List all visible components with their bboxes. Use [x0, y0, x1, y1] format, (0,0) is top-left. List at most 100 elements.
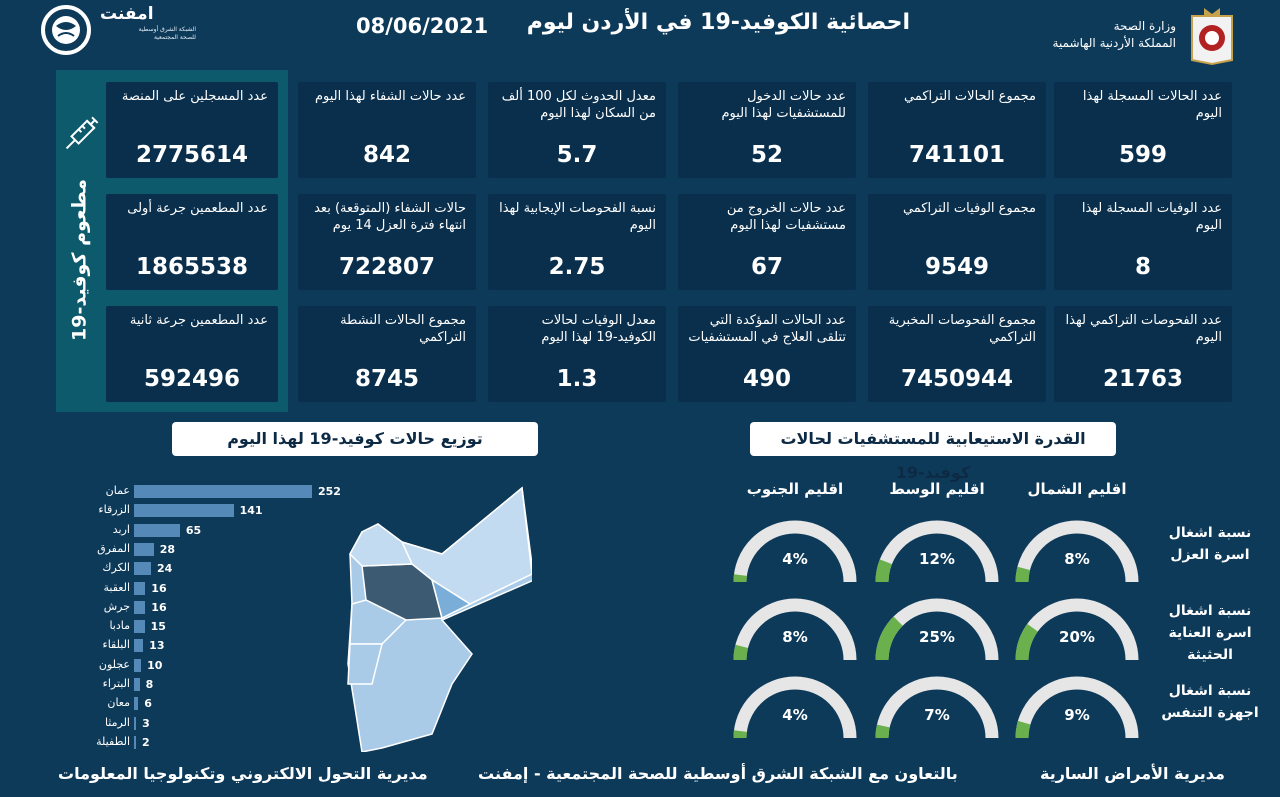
distribution-heading: توزيع حالات كوفيد-19 لهذا اليوم	[172, 422, 538, 456]
bar	[134, 523, 180, 537]
bar-value: 2	[142, 735, 150, 749]
bar	[134, 716, 137, 730]
stat-card-incidence-rate: معدل الحدوث لكل 100 ألف من السكان لهذا ا…	[488, 82, 666, 178]
svg-text:مطعوم كوفيد-19: مطعوم كوفيد-19	[69, 179, 91, 341]
bar	[134, 639, 144, 653]
gauge-value: 8%	[782, 628, 808, 646]
gauge-value: 4%	[782, 706, 808, 724]
bar-label: الرمثا	[104, 715, 130, 729]
page-title: احصائية الكوفيد-19 في الأردن ليوم	[526, 10, 910, 35]
gauge-value: 12%	[919, 550, 955, 568]
row-label-isolation-beds: نسبة اشغال اسرة العزل	[1168, 525, 1252, 563]
row-label-icu-beds: نسبة اشغال اسرة العناية الحثيثة	[1168, 603, 1252, 663]
logo-name: امفنت	[100, 4, 154, 24]
stat-card-hospital-admissions: عدد حالات الدخول للمستشفيات لهذا اليوم 52	[678, 82, 856, 178]
bar-label: البتراء	[102, 677, 130, 690]
bar	[134, 542, 154, 556]
capacity-heading: القدرة الاستيعابية للمستشفيات لحالات كوف…	[750, 422, 1116, 482]
emphnet-logo-icon	[40, 4, 92, 56]
bar-value: 28	[159, 542, 176, 556]
bar-value: 141	[239, 504, 263, 518]
stat-card-daily-tests: عدد الفحوصات التراكمي لهذا اليوم 21763	[1054, 306, 1232, 402]
bar-value: 3	[142, 716, 150, 730]
stat-card-active-cases: مجموع الحالات النشطة التراكمي 8745	[298, 306, 476, 402]
stat-card-positivity-rate: نسبة الفحوصات الإيجابية لهذا اليوم 2.75	[488, 194, 666, 290]
gauge	[872, 676, 1002, 752]
ministry-name: وزارة الصحة المملكة الأردنية الهاشمية	[1052, 19, 1176, 50]
vaccine-card-first-dose: عدد المطعمين جرعة أولى 1865538	[106, 194, 278, 290]
region-north-label: اقليم الشمال	[1027, 480, 1127, 498]
bar-value: 10	[147, 658, 163, 672]
bar-label: العقبة	[103, 580, 131, 594]
bar-label: الكرك	[102, 561, 130, 575]
bar-value: 16	[151, 581, 167, 595]
bar-label: عمان	[105, 484, 130, 497]
footer-partnership: بالتعاون مع الشبكة الشرق أوسطية للصحة ال…	[478, 764, 958, 783]
gauge	[1012, 676, 1142, 752]
bar	[134, 678, 140, 691]
bar-label: الطفيلة	[96, 734, 130, 748]
vaccine-card-second-dose: عدد المطعمين جرعة ثانية 592496	[106, 306, 278, 402]
gauge	[1012, 598, 1142, 674]
bar-label: مادبا	[109, 619, 130, 633]
bar	[134, 485, 312, 498]
bar	[134, 600, 146, 614]
bar	[134, 735, 136, 749]
gauge-value: 8%	[1064, 550, 1090, 568]
gauge	[872, 598, 1002, 674]
gauge-value: 7%	[924, 706, 950, 724]
stat-card-daily-cases: عدد الحالات المسجلة لهذا اليوم 599	[1054, 82, 1232, 178]
gauge	[872, 520, 1002, 596]
stat-card-total-cases: مجموع الحالات التراكمي 741101	[868, 82, 1046, 178]
footer-cdc-directorate: مديرية الأمراض السارية	[1040, 764, 1225, 783]
jordan-map	[322, 484, 535, 753]
bar	[134, 658, 142, 672]
bar-value: 8	[145, 678, 154, 691]
bar-value: 24	[156, 562, 173, 576]
bar-label: اربد	[112, 522, 130, 536]
bar-value: 252	[318, 485, 341, 498]
bar-label: عجلون	[98, 657, 130, 671]
bar-value: 6	[144, 697, 152, 711]
bar-value: 15	[150, 620, 166, 634]
region-central-label: اقليم الوسط	[889, 480, 985, 498]
stat-card-hospital-discharges: عدد حالات الخروج من مستشفيات لهذا اليوم 6…	[678, 194, 856, 290]
logo-subtitle: الشبكة الشرق أوسطية للصحة المجتمعية	[138, 26, 196, 41]
bar-value: 13	[149, 639, 165, 653]
gauge	[730, 520, 860, 596]
gauge	[730, 598, 860, 674]
vaccine-title: مطعوم كوفيد-19	[60, 170, 100, 350]
bar	[134, 581, 146, 595]
bar	[134, 620, 145, 634]
bar-label: المفرق	[97, 541, 130, 555]
stat-card-death-rate: معدل الوفيات لحالات الكوفيد-19 لهذا اليو…	[488, 306, 666, 402]
gauge-value: 9%	[1064, 706, 1090, 724]
gauge-value: 25%	[919, 628, 955, 646]
bar-value: 16	[151, 600, 167, 614]
gauge	[1012, 520, 1142, 596]
jordan-emblem-icon	[1186, 4, 1238, 66]
bar-label: جرش	[103, 599, 130, 613]
bar-label: البلقاء	[102, 638, 130, 652]
stat-card-total-deaths: مجموع الوفيات التراكمي 9549	[868, 194, 1046, 290]
gauge	[730, 676, 860, 752]
stat-card-hospitalized-cases: عدد الحالات المؤكدة التي تتلقى العلاج في…	[678, 306, 856, 402]
bar	[134, 697, 139, 711]
bar	[134, 504, 234, 518]
stat-card-daily-deaths: عدد الوفيات المسجلة لهذا اليوم 8	[1054, 194, 1232, 290]
vaccine-card-registered: عدد المسجلين على المنصة 2775614	[106, 82, 278, 178]
report-date: 08/06/2021	[356, 14, 489, 38]
syringe-icon	[60, 112, 100, 158]
row-label-ventilators: نسبة اشغال اجهزة التنفس	[1161, 683, 1259, 721]
bar-label: معان	[107, 696, 130, 710]
gauge-value: 4%	[782, 550, 808, 568]
stat-card-expected-recoveries: حالات الشفاء (المتوقعة) بعد انتهاء فترة …	[298, 194, 476, 290]
stat-card-daily-recoveries: عدد حالات الشفاء لهذا اليوم 842	[298, 82, 476, 178]
region-south-label: اقليم الجنوب	[746, 480, 844, 498]
bar	[134, 562, 151, 576]
bar-value: 65	[185, 523, 202, 537]
bar-label: الزرقاء	[98, 503, 130, 517]
gauge-value: 20%	[1059, 628, 1095, 646]
footer-it-directorate: مديرية التحول الالكتروني وتكنولوجيا المع…	[58, 764, 428, 783]
stat-card-total-tests: مجموع الفحوصات المخبرية التراكمي 7450944	[868, 306, 1046, 402]
